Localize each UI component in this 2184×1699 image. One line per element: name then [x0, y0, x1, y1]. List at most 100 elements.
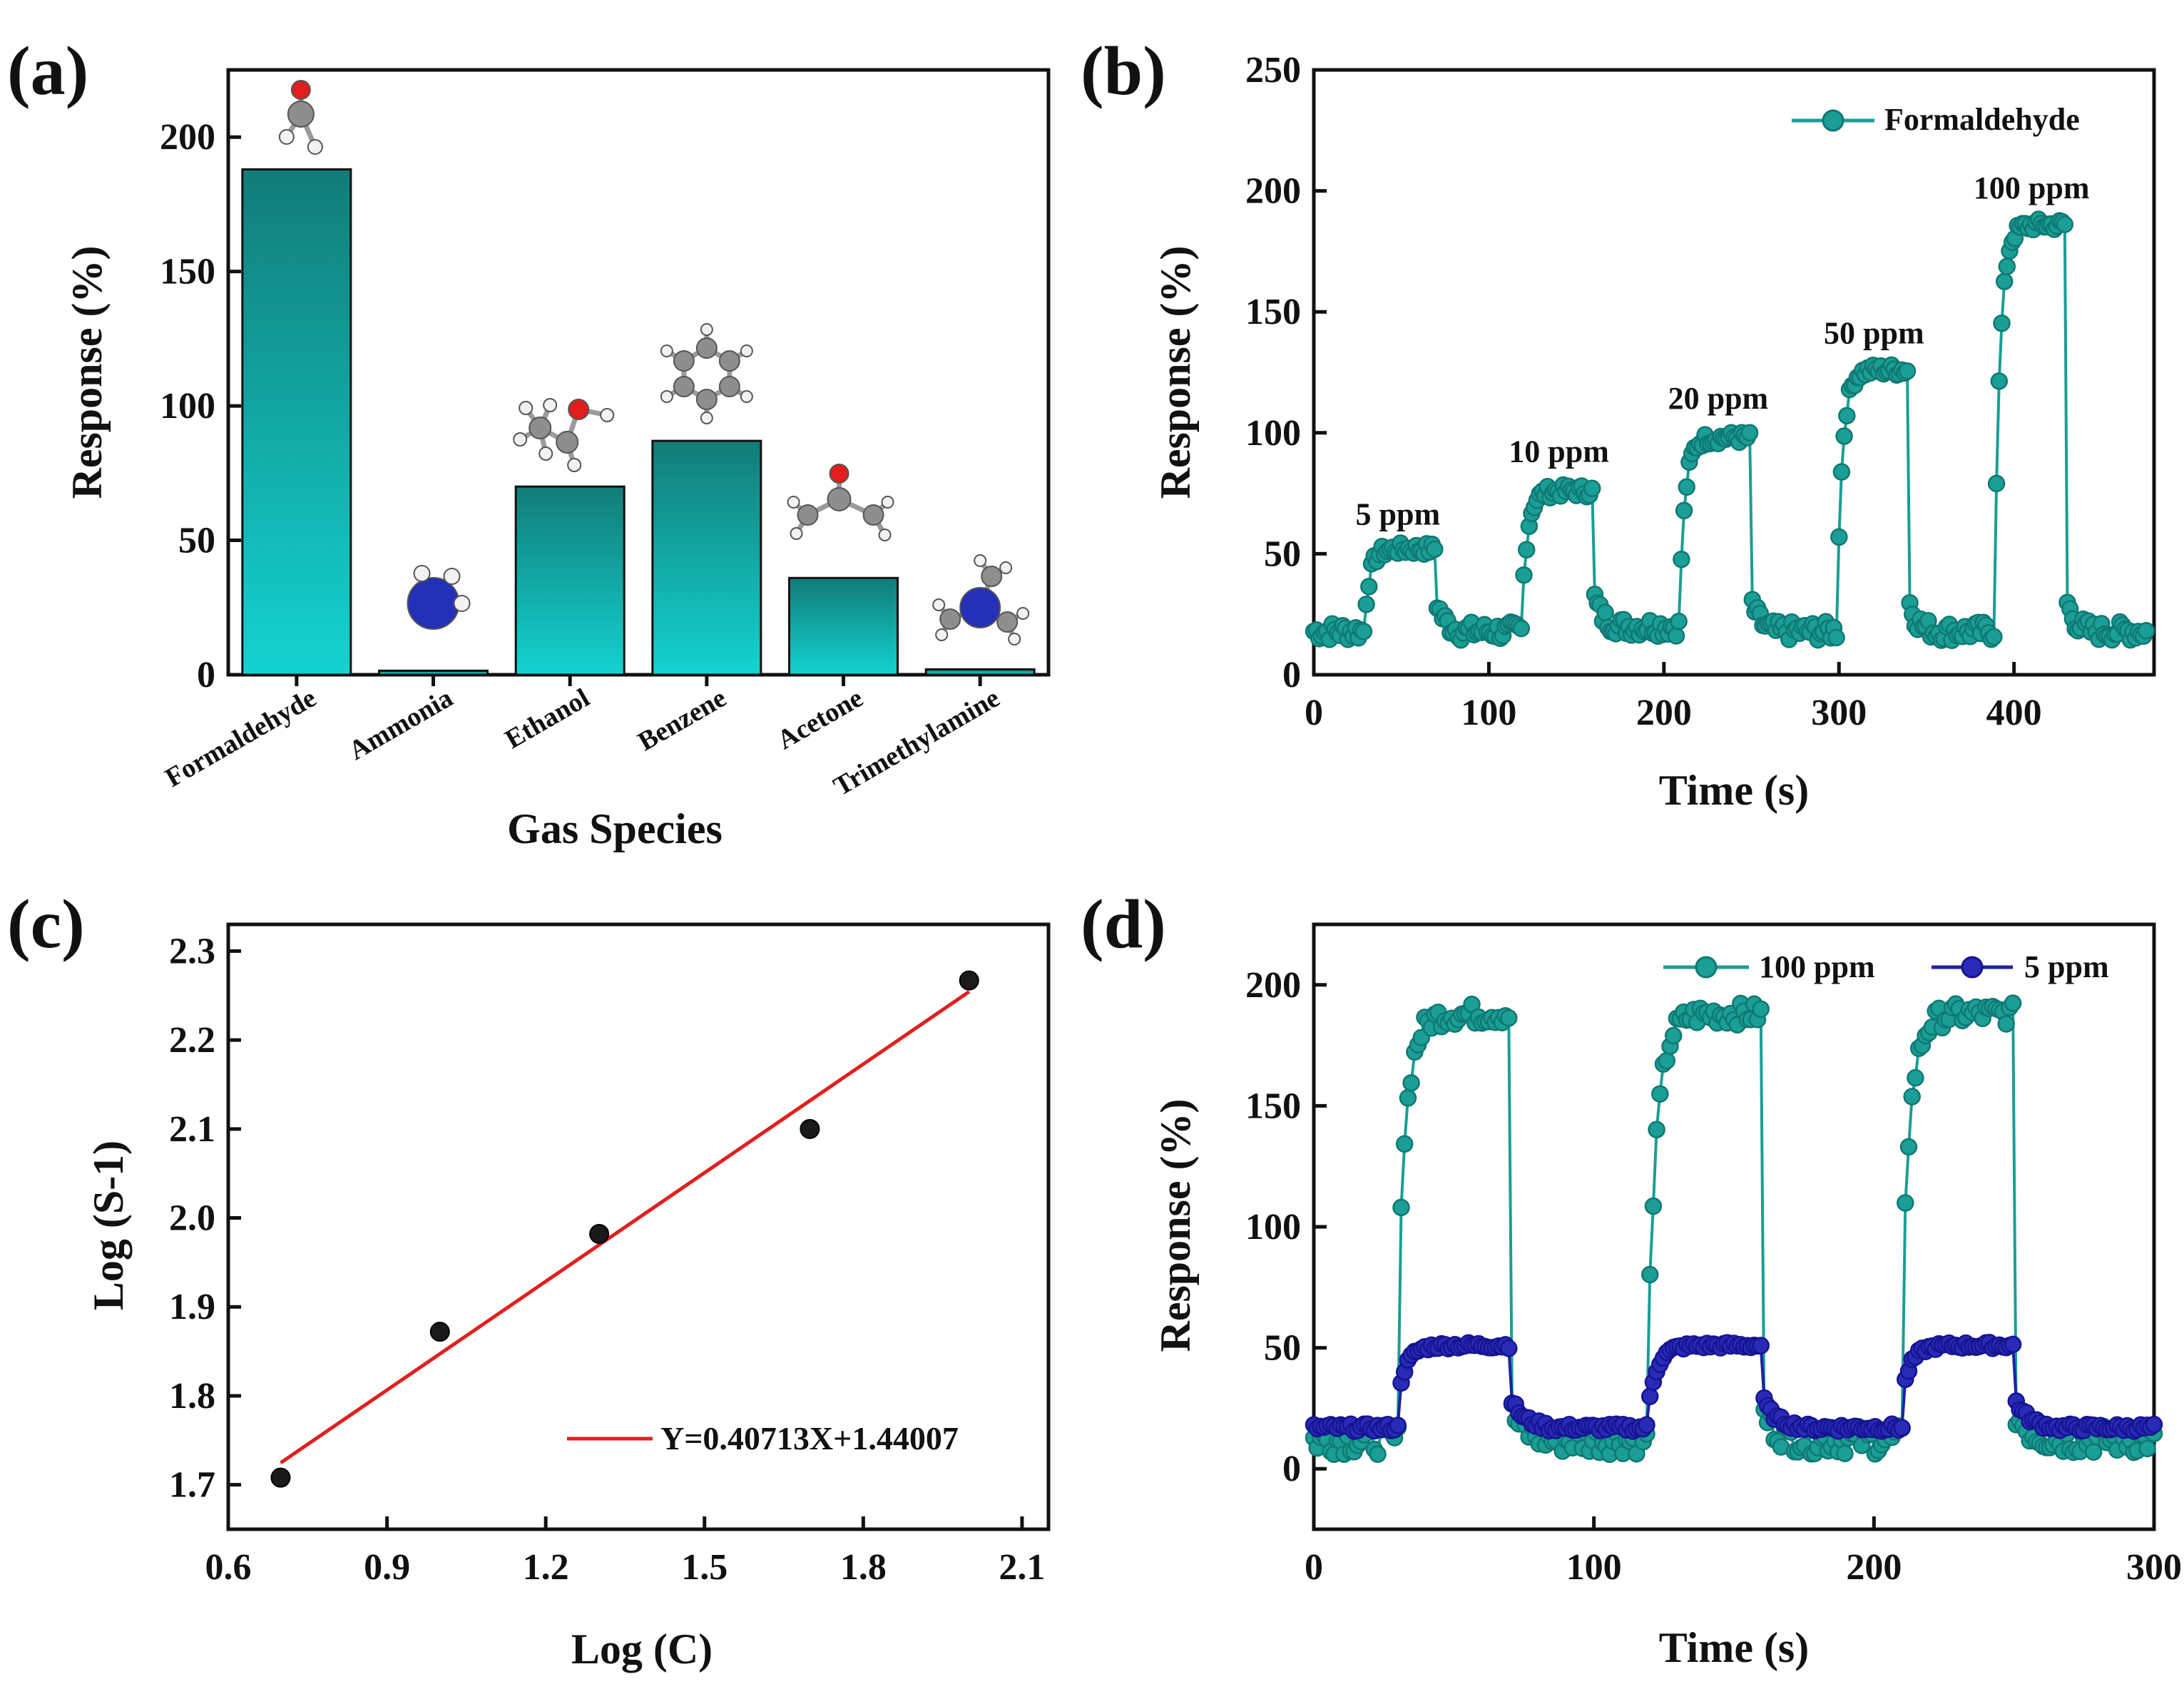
bar-ethanol: [514, 485, 626, 676]
panel-d-legend: 100 ppm 5 ppm: [1663, 949, 2109, 984]
atom: [718, 376, 740, 397]
panel-b-frame: [1312, 68, 2156, 677]
panel-b-xtick-label: 400: [1986, 693, 2042, 733]
formaldehyde-point: [1838, 407, 1856, 425]
panel-b-annotation-50-ppm: 50 ppm: [1824, 315, 1924, 350]
atom: [932, 598, 946, 611]
atom: [790, 527, 803, 540]
panel-d-legend-marker-5ppm: [1961, 956, 1984, 979]
series-100ppm-point: [1369, 1445, 1387, 1463]
series-100ppm-point: [2004, 994, 2022, 1012]
ammonia-molecule-icon: [407, 565, 471, 630]
panel-a-ytick-label: 200: [160, 117, 215, 158]
series-100ppm-point: [1899, 1138, 1918, 1156]
panel-c-ytick-label: 2.1: [169, 1109, 215, 1150]
formaldehyde-point: [1832, 463, 1851, 481]
panel-b-annotation-10-ppm: 10 ppm: [1509, 434, 1609, 469]
panel-d-xtick-label: 100: [1566, 1547, 1622, 1588]
panel-a-ytick-label: 0: [197, 655, 215, 695]
panel-d-legend-label-5ppm: 5 ppm: [2024, 949, 2109, 984]
panel-c-data-point: [959, 970, 979, 991]
atom: [567, 458, 582, 472]
atom: [543, 398, 558, 412]
panel-a-xtick-label: Acetone: [772, 683, 868, 755]
acetone-molecule-icon: [787, 464, 894, 541]
atom: [660, 345, 673, 357]
panel-a-bar-chart: 0 50 100 150 200 Formaldehyde Ammonia Ethanol B…: [63, 68, 1051, 852]
atom: [539, 447, 553, 461]
panel-a-frame: [226, 68, 1051, 677]
panel-b-line-chart: 0 50 100 150 200 250 0 100 200 300 400 5 ppm 10 pp…: [1152, 50, 2156, 814]
atom: [974, 554, 987, 567]
panel-b-ytick-label: 100: [1245, 413, 1301, 454]
panel-d-xlabel: Time (s): [1659, 1624, 1810, 1671]
panel-b-legend-marker: [1822, 109, 1844, 132]
series-5ppm-point: [2004, 1335, 2022, 1354]
panel-a-xtick-label: Ethanol: [500, 683, 595, 755]
series-100ppm-point: [2084, 1443, 2103, 1461]
panel-b-xlabel: Time (s): [1659, 767, 1810, 814]
atom: [862, 504, 884, 526]
panel-c-data-point: [270, 1467, 291, 1488]
series-5ppm-point: [2145, 1415, 2163, 1434]
panel-a-ytick-label: 100: [160, 386, 215, 427]
series-100ppm-point: [1399, 1089, 1417, 1107]
atom: [829, 464, 849, 484]
formaldehyde-point: [1740, 424, 1759, 442]
series-5ppm-point: [1500, 1340, 1518, 1357]
formaldehyde-point: [1835, 427, 1853, 445]
panel-b-ytick-label: 250: [1245, 50, 1301, 91]
series-5ppm-point: [1638, 1416, 1655, 1434]
formaldehyde-point: [1596, 603, 1614, 622]
series-100ppm-point: [1392, 1198, 1410, 1217]
formaldehyde-point: [1673, 550, 1690, 568]
atom: [1008, 633, 1021, 646]
panel-b-xtick-label: 100: [1461, 693, 1516, 733]
ethanol-molecule-icon: [513, 398, 615, 472]
panel-d-ytick-label: 200: [1245, 965, 1301, 1006]
series-100ppm-point: [1640, 1265, 1659, 1284]
panel-label-c: (c): [7, 886, 85, 963]
series-100ppm-point: [1997, 1015, 2015, 1033]
formaldehyde-point: [1827, 628, 1845, 647]
panel-c-xtick-label: 1.5: [681, 1547, 728, 1588]
formaldehyde-point: [1512, 619, 1531, 638]
bar-benzene: [651, 439, 762, 676]
panel-c-ytick-label: 1.8: [169, 1376, 215, 1417]
atom: [935, 628, 949, 641]
series-100ppm-point: [1664, 1026, 1683, 1045]
trimethylamine-molecule-icon: [932, 554, 1030, 646]
panel-a-xtick-label: Ammonia: [344, 683, 458, 766]
atom: [453, 595, 471, 612]
panel-a-xtick-label: Benzene: [633, 683, 731, 757]
panel-c-xtick-label: 1.2: [523, 1547, 569, 1588]
benzene-molecule-icon: [660, 323, 753, 424]
formaldehyde-point: [1670, 612, 1688, 631]
panel-c-xtick-label: 0.6: [205, 1547, 252, 1588]
formaldehyde-point: [1583, 479, 1601, 497]
atom: [513, 432, 528, 447]
formaldehyde-point: [1354, 623, 1373, 641]
formaldehyde-point: [1675, 501, 1693, 520]
panel-c-frame: [226, 922, 1051, 1531]
panel-c-ytick-label: 2.2: [169, 1020, 215, 1061]
atom: [413, 565, 431, 582]
panel-b-annotation-20-ppm: 20 ppm: [1668, 381, 1769, 416]
panel-a-xlabel: Gas Species: [507, 805, 723, 852]
panel-b-legend-label: Formaldehyde: [1884, 102, 2080, 137]
panel-c-data-point: [429, 1322, 450, 1342]
formaldehyde-point: [1426, 540, 1444, 558]
series-100ppm-point: [1500, 1009, 1518, 1027]
panel-b-ylabel: Response (%): [1152, 246, 1199, 499]
formaldehyde-point: [1517, 541, 1536, 558]
series-5ppm-point: [1752, 1337, 1770, 1354]
series-100ppm-point: [1651, 1085, 1669, 1103]
panel-label-d: (d): [1081, 886, 1166, 963]
panel-c-fit-line: [280, 990, 971, 1464]
atom: [407, 577, 460, 630]
panel-b-legend: Formaldehyde: [1792, 102, 2080, 137]
series-100ppm-point: [1752, 1000, 1770, 1018]
series-100ppm-point: [1644, 1197, 1663, 1215]
formaldehyde-point: [1678, 478, 1695, 496]
formaldehyde-point: [1360, 578, 1378, 596]
